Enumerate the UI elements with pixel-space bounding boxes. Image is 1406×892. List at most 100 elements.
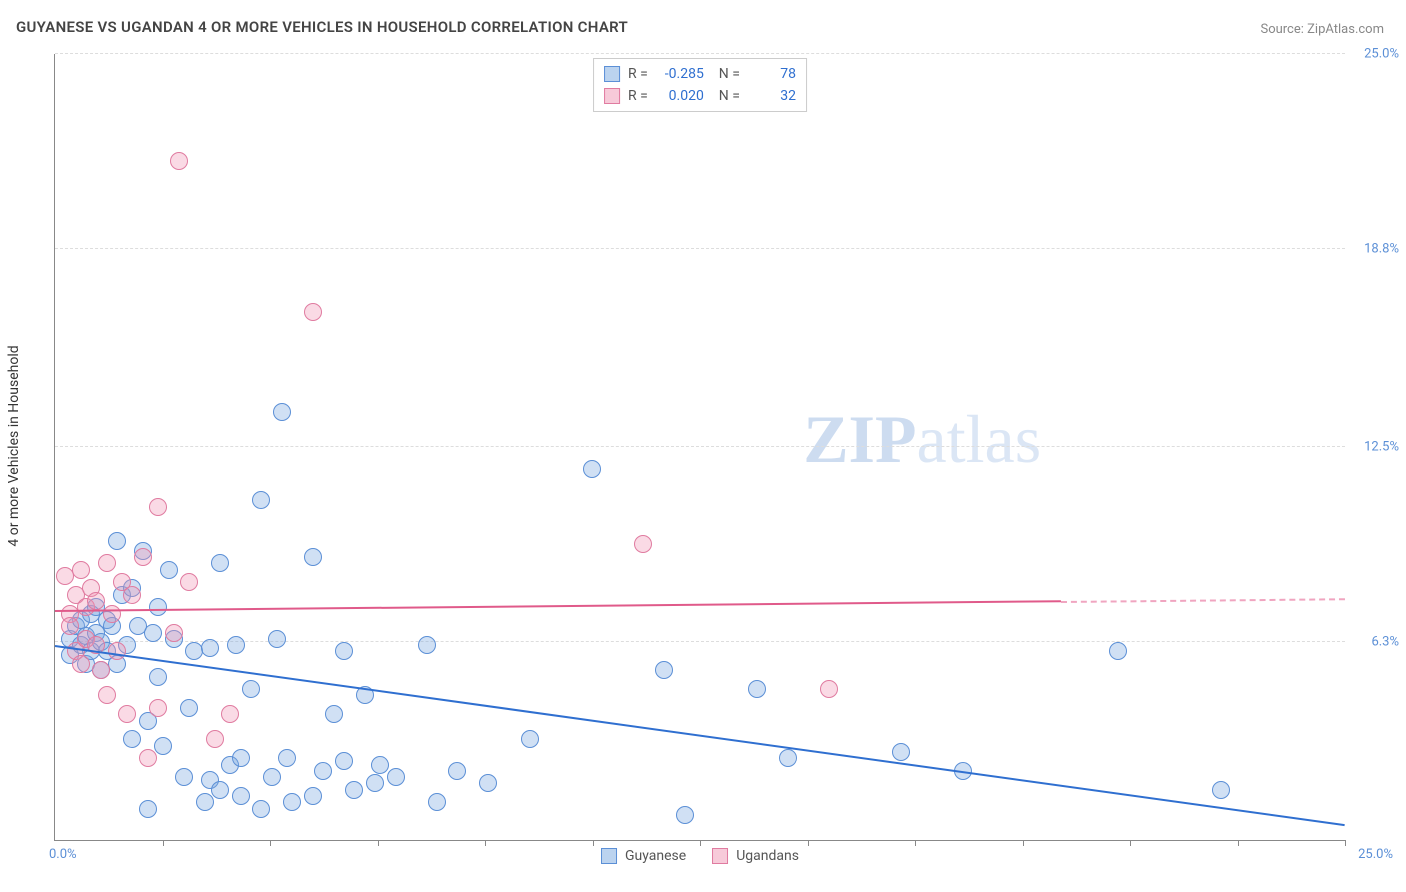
plot-area: ZIPatlas R = -0.285 N = 78 R = 0.020 N =… <box>54 54 1345 841</box>
data-point <box>263 768 281 786</box>
gridline <box>55 641 1345 642</box>
x-end-label: 25.0% <box>1358 847 1393 862</box>
y-tick-label: 12.5% <box>1351 440 1399 455</box>
x-origin-label: 0.0% <box>49 847 77 862</box>
y-tick-label: 25.0% <box>1351 47 1399 62</box>
data-point <box>820 680 838 698</box>
data-point <box>748 680 766 698</box>
data-point <box>892 743 910 761</box>
x-tick <box>1345 840 1346 846</box>
data-point <box>268 630 286 648</box>
legend-item-ugandans: Ugandans <box>712 848 799 864</box>
legend-swatch-guyanese <box>601 848 617 864</box>
x-tick <box>593 840 594 846</box>
x-tick <box>1023 840 1024 846</box>
stat-n-value-ugandans: 32 <box>748 85 796 107</box>
data-point <box>139 800 157 818</box>
stat-r-value-guyanese: -0.285 <box>656 63 704 85</box>
data-point <box>175 768 193 786</box>
data-point <box>366 774 384 792</box>
data-point <box>304 548 322 566</box>
data-point <box>779 749 797 767</box>
swatch-ugandans <box>604 88 620 104</box>
regression-line <box>1061 598 1345 605</box>
gridline <box>55 53 1345 54</box>
x-tick <box>1238 840 1239 846</box>
gridline <box>55 248 1345 249</box>
data-point <box>634 535 652 553</box>
y-tick-label: 6.3% <box>1351 634 1399 649</box>
data-point <box>108 532 126 550</box>
data-point <box>61 617 79 635</box>
x-tick <box>700 840 701 846</box>
data-point <box>160 561 178 579</box>
data-point <box>283 793 301 811</box>
stat-r-value-ugandans: 0.020 <box>656 85 704 107</box>
data-point <box>201 639 219 657</box>
source-attribution: Source: ZipAtlas.com <box>1260 22 1384 37</box>
legend-item-guyanese: Guyanese <box>601 848 686 864</box>
data-point <box>304 787 322 805</box>
data-point <box>170 152 188 170</box>
data-point <box>304 303 322 321</box>
data-point <box>149 598 167 616</box>
data-point <box>72 561 90 579</box>
data-point <box>149 498 167 516</box>
data-point <box>103 605 121 623</box>
data-point <box>1212 781 1230 799</box>
data-point <box>139 749 157 767</box>
stats-row-ugandans: R = 0.020 N = 32 <box>604 85 796 107</box>
data-point <box>278 749 296 767</box>
data-point <box>180 699 198 717</box>
data-point <box>144 624 162 642</box>
data-point <box>149 668 167 686</box>
stat-r-label: R = <box>628 85 648 107</box>
x-tick <box>485 840 486 846</box>
stats-row-guyanese: R = -0.285 N = 78 <box>604 63 796 85</box>
data-point <box>1109 642 1127 660</box>
data-point <box>149 699 167 717</box>
x-tick <box>1130 840 1131 846</box>
data-point <box>232 787 250 805</box>
data-point <box>196 793 214 811</box>
data-point <box>273 403 291 421</box>
data-point <box>583 460 601 478</box>
y-axis-label: 4 or more Vehicles in Household <box>6 345 22 546</box>
x-tick <box>378 840 379 846</box>
data-point <box>221 705 239 723</box>
data-point <box>325 705 343 723</box>
data-point <box>72 655 90 673</box>
data-point <box>345 781 363 799</box>
x-tick <box>915 840 916 846</box>
data-point <box>479 774 497 792</box>
data-point <box>232 749 250 767</box>
data-point <box>92 661 110 679</box>
stats-legend-box: R = -0.285 N = 78 R = 0.020 N = 32 <box>593 58 807 112</box>
data-point <box>165 624 183 642</box>
data-point <box>118 705 136 723</box>
regression-line <box>55 601 1061 613</box>
y-tick-label: 18.8% <box>1351 241 1399 256</box>
chart-title: GUYANESE VS UGANDAN 4 OR MORE VEHICLES I… <box>16 18 628 36</box>
data-point <box>448 762 466 780</box>
data-point <box>123 730 141 748</box>
data-point <box>108 642 126 660</box>
data-point <box>180 573 198 591</box>
data-point <box>676 806 694 824</box>
stat-n-label: N = <box>712 63 740 85</box>
data-point <box>521 730 539 748</box>
data-point <box>252 491 270 509</box>
data-point <box>335 752 353 770</box>
legend-label-ugandans: Ugandans <box>736 848 799 864</box>
data-point <box>227 636 245 654</box>
stat-n-value-guyanese: 78 <box>748 63 796 85</box>
bottom-legend: Guyanese Ugandans <box>601 848 799 864</box>
data-point <box>98 686 116 704</box>
x-tick <box>808 840 809 846</box>
data-point <box>252 800 270 818</box>
stat-n-label: N = <box>712 85 740 107</box>
data-point <box>314 762 332 780</box>
data-point <box>206 730 224 748</box>
data-point <box>418 636 436 654</box>
data-point <box>428 793 446 811</box>
